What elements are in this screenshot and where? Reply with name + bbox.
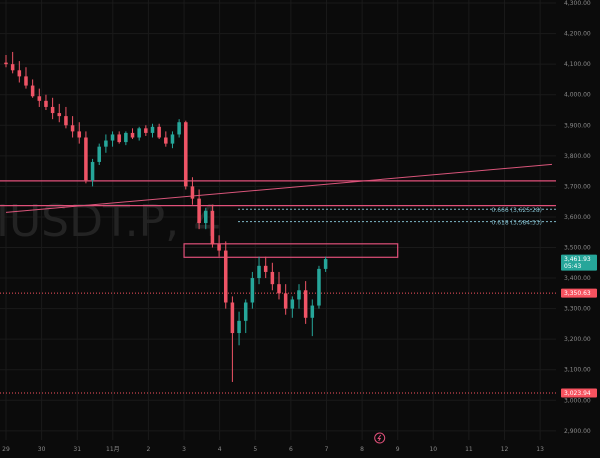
candle-body (310, 305, 315, 318)
trendline (5, 163, 553, 213)
x-axis-tick-label: 13 (536, 446, 544, 453)
y-axis-tick-label: 3,600.00 (564, 214, 591, 221)
candle-body (297, 290, 301, 300)
price-tag (561, 254, 597, 271)
candle-body (283, 293, 288, 309)
x-axis-tick-label: 31 (73, 446, 81, 453)
candle-body (70, 125, 75, 132)
x-axis-tick-label: 29 (2, 446, 10, 453)
candle-body (10, 64, 15, 71)
y-axis-tick-label: 3,800.00 (564, 153, 591, 160)
y-axis-tick-label: 3,400.00 (564, 275, 591, 282)
candle-body (237, 320, 241, 334)
x-axis-tick-label: 5 (253, 446, 257, 453)
candle-body (270, 271, 275, 285)
x-axis-tick-label: 6 (289, 446, 293, 453)
candle-body (44, 100, 48, 107)
candle-body (323, 259, 328, 269)
flash-icon[interactable] (374, 432, 386, 444)
fib-level-label: 0.618 (3,584.53) (492, 220, 542, 227)
y-axis-tick-label: 3,300.00 (564, 306, 591, 313)
resistance-box (183, 243, 399, 258)
candle-body (164, 137, 168, 144)
candle-body (170, 134, 175, 144)
candle-body (57, 113, 62, 117)
watermark-text: IUSDT.P, 4 (0, 196, 221, 247)
candle-body (30, 85, 35, 97)
candle-body (303, 290, 308, 318)
candle-body (250, 278, 255, 303)
price-tag-value: 3,023.94 (564, 390, 591, 397)
candle-body (210, 210, 215, 245)
y-axis-tick-label: 3,100.00 (564, 367, 591, 374)
y-axis-tick-label: 4,000.00 (564, 92, 591, 99)
candle-body (290, 299, 295, 309)
x-axis-tick-label: 30 (38, 446, 46, 453)
y-axis-tick-label: 4,200.00 (564, 31, 591, 38)
y-axis-tick-label: 3,200.00 (564, 336, 591, 343)
candle-body (137, 128, 141, 138)
y-axis-tick-label: 3,000.00 (564, 397, 591, 404)
x-axis-tick-label: 11月 (106, 446, 120, 453)
candle-body (197, 198, 201, 224)
candle-body (223, 250, 228, 303)
candle-body (17, 70, 22, 77)
price-tag-value: 3,350.63 (564, 290, 591, 297)
x-axis-tick-label: 12 (501, 446, 509, 453)
price-tag-countdown: 05:43 (564, 263, 581, 270)
candle-body (243, 302, 248, 321)
candle-body (4, 62, 8, 65)
candle-body (203, 210, 208, 224)
candle-body (277, 284, 281, 294)
candle-body (184, 122, 188, 187)
candle-body (97, 146, 101, 162)
y-axis-tick-label: 2,900.00 (564, 428, 591, 435)
price-tag (561, 288, 597, 298)
candle-body (77, 131, 82, 138)
x-axis-tick-label: 7 (325, 446, 329, 453)
candle-body (84, 137, 88, 181)
candle-body (37, 96, 42, 101)
y-axis-tick-label: 3,700.00 (564, 183, 591, 190)
candle-body (157, 126, 161, 138)
candle-body (104, 140, 108, 147)
y-axis-tick-label: 3,500.00 (564, 245, 591, 252)
candle-body (117, 134, 121, 143)
price-tag (561, 388, 597, 398)
y-axis-tick-label: 4,100.00 (564, 61, 591, 68)
x-axis-tick-label: 9 (396, 446, 400, 453)
candle-body (50, 106, 55, 114)
x-axis-tick-label: 3 (182, 446, 186, 453)
candle-body (257, 265, 261, 279)
flash-icon-bolt (377, 434, 382, 442)
fib-level-label: 0.666 (3,625.28) (492, 207, 542, 214)
candle-body (177, 122, 181, 135)
x-axis-tick-label: 11 (465, 446, 473, 453)
candle-body (144, 128, 148, 133)
candle-body (64, 116, 68, 126)
x-axis-tick-label: 10 (429, 446, 437, 453)
candle-body (263, 265, 268, 272)
candle-body (90, 161, 95, 181)
candle-body (317, 268, 321, 306)
candle-body (124, 132, 128, 143)
y-axis-tick-label: 3,900.00 (564, 122, 591, 129)
y-axis-tick-label: 4,300.00 (564, 0, 591, 7)
candle-body (217, 244, 221, 251)
price-tag-value: 3,461.93 (564, 256, 591, 263)
x-axis-tick-label: 2 (147, 446, 151, 453)
x-axis-tick-label: 4 (218, 446, 222, 453)
candle-body (150, 126, 155, 133)
candle-body (110, 134, 115, 141)
candle-body (190, 186, 195, 199)
x-axis-tick-label: 8 (360, 446, 364, 453)
candle-body (230, 302, 235, 334)
candle-body (24, 76, 28, 86)
candle-body (130, 132, 135, 138)
